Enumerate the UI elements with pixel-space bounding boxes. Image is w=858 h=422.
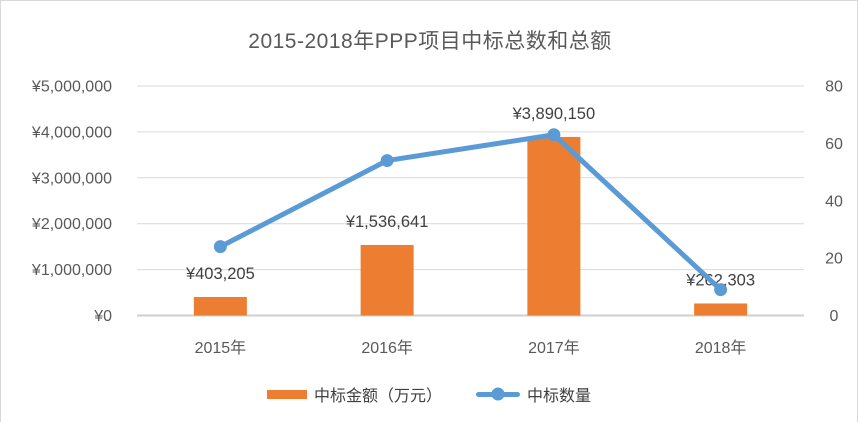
bar-series-swatch-icon [266, 389, 307, 399]
legend-label-bar-series: 中标金额（万元） [313, 388, 442, 405]
line-point [547, 128, 561, 142]
line-point [714, 283, 728, 297]
line-series-swatch-icon [476, 387, 520, 401]
legend-label-line-series: 中标数量 [527, 388, 592, 405]
x-axis-category-label: 2015年 [195, 339, 247, 357]
chart-legend: 中标金额（万元） 中标数量 [1, 382, 857, 406]
left-axis-tick-label: ¥4,000,000 [31, 124, 112, 141]
x-axis-category-label: 2017年 [528, 339, 580, 357]
bar-data-label: ¥3,890,150 [512, 105, 596, 123]
right-axis-tick-label: 60 [825, 136, 843, 153]
bar [527, 136, 581, 316]
line-series [217, 132, 724, 293]
left-axis-tick-label: ¥3,000,000 [31, 170, 112, 187]
line-point [213, 240, 227, 254]
left-axis-tick-label: ¥2,000,000 [31, 216, 112, 233]
x-axis-category-label: 2018年 [695, 339, 747, 357]
left-axis-tick-label: ¥0 [93, 308, 112, 325]
right-axis-tick-label: 40 [825, 193, 843, 210]
bar-data-label: ¥403,205 [185, 265, 255, 283]
left-axis-tick-label: ¥5,000,000 [31, 79, 112, 96]
bar-data-label: ¥1,536,641 [345, 213, 429, 231]
left-axis-tick-label: ¥1,000,000 [31, 262, 112, 279]
right-axis-tick-label: 80 [825, 79, 843, 96]
legend-item-line-series: 中标数量 [476, 382, 591, 406]
right-axis-tick-label: 20 [825, 251, 843, 268]
legend-item-bar-series: 中标金额（万元） [266, 382, 442, 406]
x-axis-category-label: 2016年 [361, 339, 413, 357]
bar [694, 303, 748, 316]
line-point [380, 154, 394, 168]
right-axis-tick-label: 0 [830, 308, 839, 325]
bar [193, 296, 247, 316]
bar [360, 244, 414, 316]
chart-title: 2015-2018年PPP项目中标总数和总额 [248, 30, 612, 53]
